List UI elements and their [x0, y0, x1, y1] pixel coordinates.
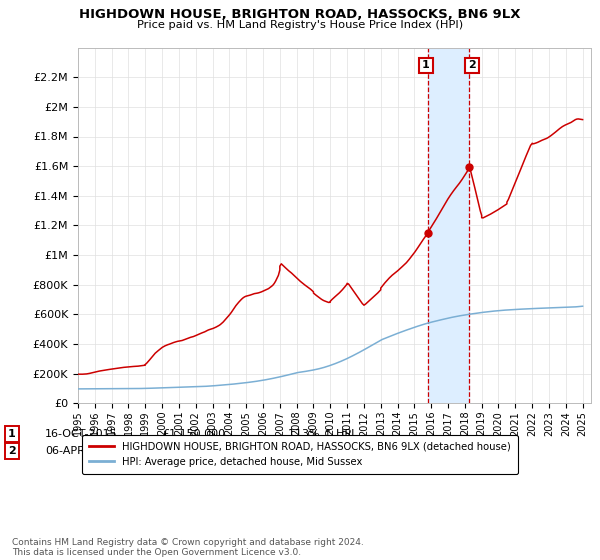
Text: £1,596,000: £1,596,000	[162, 446, 225, 456]
Text: 113% ↑ HPI: 113% ↑ HPI	[288, 429, 355, 439]
Text: HIGHDOWN HOUSE, BRIGHTON ROAD, HASSOCKS, BN6 9LX: HIGHDOWN HOUSE, BRIGHTON ROAD, HASSOCKS,…	[79, 8, 521, 21]
Bar	[428, 48, 469, 403]
Text: £1,150,000: £1,150,000	[162, 429, 225, 439]
Text: 168% ↑ HPI: 168% ↑ HPI	[288, 446, 355, 456]
Text: 1: 1	[8, 429, 16, 439]
Text: 2: 2	[468, 60, 476, 71]
Text: 06-APR-2018: 06-APR-2018	[45, 446, 116, 456]
Text: Price paid vs. HM Land Registry's House Price Index (HPI): Price paid vs. HM Land Registry's House …	[137, 20, 463, 30]
Text: Contains HM Land Registry data © Crown copyright and database right 2024.
This d: Contains HM Land Registry data © Crown c…	[12, 538, 364, 557]
Text: 16-OCT-2015: 16-OCT-2015	[45, 429, 118, 439]
Text: 1: 1	[422, 60, 430, 71]
Legend: HIGHDOWN HOUSE, BRIGHTON ROAD, HASSOCKS, BN6 9LX (detached house), HPI: Average : HIGHDOWN HOUSE, BRIGHTON ROAD, HASSOCKS,…	[82, 435, 518, 474]
Text: 2: 2	[8, 446, 16, 456]
